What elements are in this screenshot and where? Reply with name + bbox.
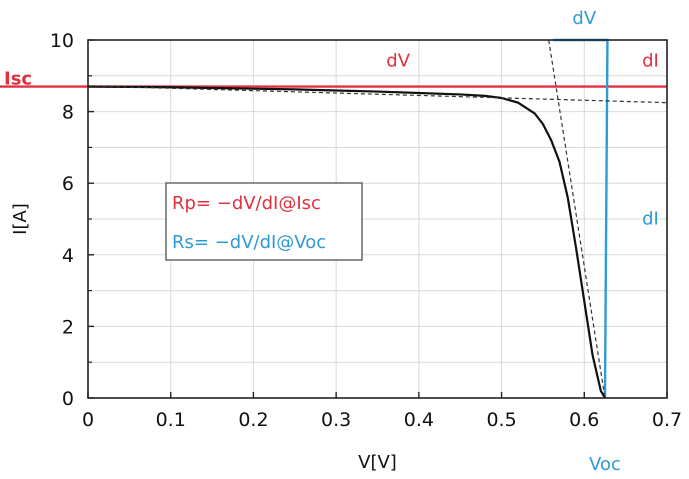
- legend-rs: Rs= −dV/dI@Voc: [172, 232, 326, 253]
- x-axis-label: V[V]: [358, 452, 397, 473]
- x-tick-label: 0.3: [321, 409, 351, 431]
- x-tick-label: 0.5: [486, 409, 516, 431]
- series-layer: [87, 39, 668, 399]
- legend-rp: Rp= −dV/dI@Isc: [172, 193, 321, 214]
- tick-labels: 0 0.1 0.2 0.3 0.4 0.5 0.6 0.7 0 2 4 6 8 10: [50, 30, 682, 431]
- y-axis-label: I[A]: [10, 203, 31, 235]
- y-tick-label: 4: [62, 245, 74, 267]
- di-red-label: dI: [642, 51, 659, 72]
- legend-box: Rp= −dV/dI@Isc Rs= −dV/dI@Voc: [165, 182, 363, 261]
- voc-tangent-line: [548, 39, 606, 399]
- dv-blue-label: dV: [572, 8, 596, 29]
- x-tick-label: 0.1: [156, 409, 186, 431]
- y-tick-label: 10: [50, 30, 74, 52]
- isc-label: Isc: [4, 69, 32, 90]
- legend-frame: [165, 182, 363, 261]
- y-tick-label: 0: [62, 388, 74, 410]
- x-tick-label: 0.4: [404, 409, 434, 431]
- x-tick-label: 0.6: [569, 409, 599, 431]
- dv-red-label: dV: [386, 51, 410, 72]
- voc-label: Voc: [589, 454, 621, 475]
- y-tick-label: 8: [62, 102, 74, 124]
- di-blue-label: dI: [642, 208, 659, 229]
- isc-tangent-line: [87, 85, 668, 104]
- y-tick-label: 6: [62, 173, 74, 195]
- x-tick-label: 0.2: [238, 409, 268, 431]
- x-tick-label: 0: [82, 409, 94, 431]
- x-tick-label: 0.7: [652, 409, 682, 431]
- y-tick-label: 2: [62, 316, 74, 338]
